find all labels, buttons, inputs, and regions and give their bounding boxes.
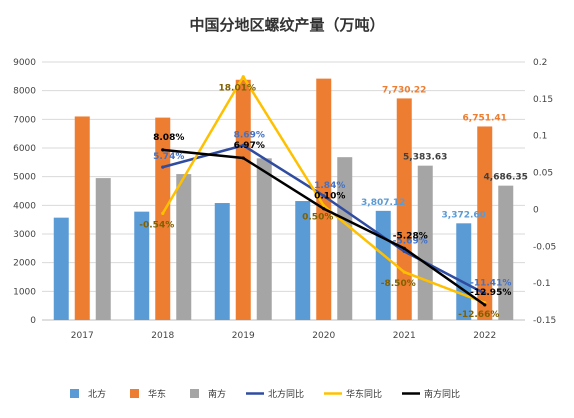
line-data-label: -5.28% xyxy=(393,231,428,241)
legend-label: 南方同比 xyxy=(424,388,460,400)
y-right-tick-label: -0.1 xyxy=(533,279,551,289)
line-data-label: -0.54% xyxy=(139,220,174,230)
line-data-label: 1.84% xyxy=(314,181,345,191)
bar-data-label: 5,383.63 xyxy=(403,153,447,163)
line-data-label: -12.66% xyxy=(458,310,499,320)
line-data-label: 6.97% xyxy=(234,141,265,151)
line-point xyxy=(402,246,406,250)
bar-北方 xyxy=(214,203,230,320)
line-data-label: 8.69% xyxy=(234,130,265,140)
bar-华东 xyxy=(316,78,332,320)
bar-南方 xyxy=(337,157,353,320)
line-point xyxy=(483,291,487,296)
line-point xyxy=(161,211,165,216)
x-tick-label: 2019 xyxy=(232,331,255,341)
line-point xyxy=(161,148,165,152)
x-tick-label: 2022 xyxy=(473,331,496,341)
legend-swatch xyxy=(70,389,79,398)
line-point xyxy=(402,249,406,253)
chart-title: 中国分地区螺纹产量（万吨） xyxy=(189,16,384,34)
line-data-label: -11.41% xyxy=(470,279,511,289)
line-data-label: 0.10% xyxy=(314,192,345,202)
bar-data-label: 3,372.60 xyxy=(442,210,486,220)
line-data-label: -12.95% xyxy=(470,288,511,298)
line-point xyxy=(322,207,326,211)
bar-南方 xyxy=(498,185,514,320)
bar-北方 xyxy=(53,217,69,320)
line-point xyxy=(241,75,245,79)
bar-data-label: 4,686.35 xyxy=(484,173,528,183)
y-right-tick-label: 0.2 xyxy=(533,58,547,68)
line-point xyxy=(241,156,245,160)
y-left-tick-label: 2000 xyxy=(13,259,36,269)
y-right-tick-label: 0.1 xyxy=(533,132,547,142)
y-left-tick-label: 6000 xyxy=(13,144,36,154)
bar-北方 xyxy=(456,223,472,320)
y-right-tick-label: -0.15 xyxy=(533,316,556,326)
y-left-tick-label: 8000 xyxy=(13,87,36,97)
line-data-label: 8.08% xyxy=(153,133,184,143)
legend-label: 华东同比 xyxy=(346,388,382,400)
bar-data-label: 3,807.12 xyxy=(361,198,405,208)
line-point xyxy=(161,165,165,169)
y-left-tick-label: 0 xyxy=(30,316,36,326)
x-tick-label: 2020 xyxy=(312,331,335,341)
bar-北方 xyxy=(375,210,391,320)
bar-data-label: 6,751.41 xyxy=(463,113,507,123)
y-right-tick-label: 0.15 xyxy=(533,95,553,105)
legend-label: 北方 xyxy=(88,388,106,400)
bar-华东 xyxy=(155,117,171,320)
bar-南方 xyxy=(95,178,111,320)
bar-华东 xyxy=(74,116,90,320)
y-right-tick-label: -0.05 xyxy=(533,242,556,252)
x-tick-label: 2021 xyxy=(393,331,416,341)
line-point xyxy=(241,143,245,147)
bar-华东 xyxy=(235,79,251,320)
line-data-label: 18.01% xyxy=(219,84,257,94)
legend-swatch xyxy=(130,389,139,398)
bar-华东 xyxy=(396,98,412,320)
line-data-label: -8.50% xyxy=(381,279,416,289)
line-data-label: 5.74% xyxy=(153,152,184,162)
y-left-tick-label: 4000 xyxy=(13,201,36,211)
x-tick-label: 2017 xyxy=(71,331,94,341)
y-left-tick-label: 9000 xyxy=(13,58,36,68)
y-right-tick-label: 0 xyxy=(533,205,539,215)
legend-label: 南方 xyxy=(208,388,226,400)
legend-swatch xyxy=(190,389,199,398)
bar-南方 xyxy=(256,158,272,320)
bar-南方 xyxy=(176,174,192,320)
line-data-label: 0.50% xyxy=(302,213,333,223)
x-tick-label: 2018 xyxy=(151,331,174,341)
bar-data-label: 7,730.22 xyxy=(382,85,426,95)
line-point xyxy=(322,204,326,208)
y-left-tick-label: 1000 xyxy=(13,287,36,297)
line-point xyxy=(322,194,326,198)
legend-label: 北方同比 xyxy=(268,388,304,400)
line-point xyxy=(483,303,487,307)
bar-北方 xyxy=(134,211,150,320)
y-left-tick-label: 3000 xyxy=(13,230,36,240)
line-point xyxy=(402,270,406,274)
bar-华东 xyxy=(477,126,493,320)
legend-label: 华东 xyxy=(148,388,166,400)
y-right-tick-label: 0.05 xyxy=(533,169,553,179)
y-left-tick-label: 5000 xyxy=(13,173,36,183)
y-left-tick-label: 7000 xyxy=(13,115,36,125)
bar-北方 xyxy=(295,201,311,320)
line-data-label: -5.69% xyxy=(393,236,428,246)
